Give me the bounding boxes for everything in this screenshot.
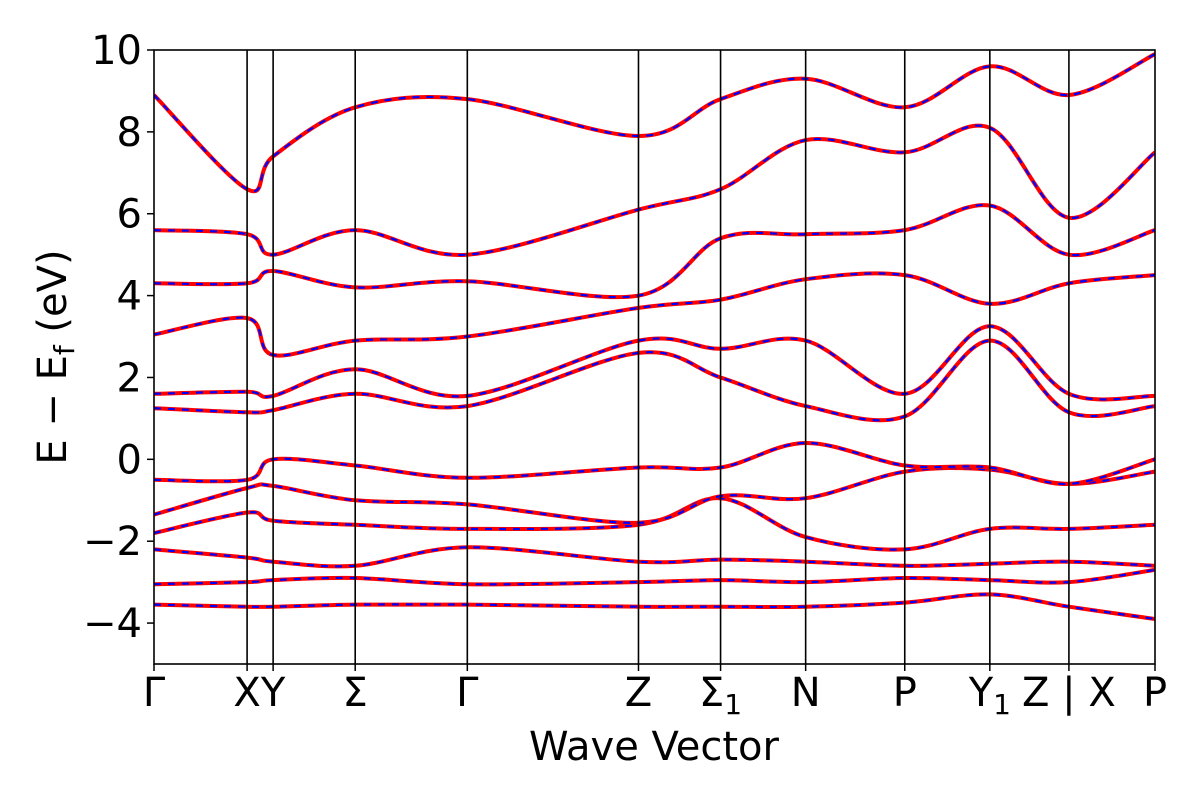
x-tick-label: Z | X bbox=[1022, 670, 1116, 716]
x-tick-label: N bbox=[791, 670, 821, 716]
x-tick-label: Σ1 bbox=[699, 670, 742, 721]
y-tick-label: −2 bbox=[83, 519, 142, 565]
x-tick-label: X bbox=[233, 670, 260, 716]
y-tick-label: 2 bbox=[117, 355, 142, 401]
y-tick-label: 10 bbox=[91, 28, 142, 74]
y-tick-label: 4 bbox=[117, 274, 142, 320]
band-line-blue-dashed bbox=[154, 124, 1155, 257]
y-tick-label: 0 bbox=[117, 437, 142, 483]
x-tick-label: Z bbox=[625, 670, 652, 716]
x-tick-label: Γ bbox=[456, 670, 479, 716]
band-line-blue-dashed bbox=[154, 546, 1155, 568]
x-tick-label: P bbox=[1143, 670, 1167, 716]
y-axis-title-main: E − E bbox=[30, 355, 76, 465]
band-line-blue-dashed bbox=[154, 203, 1155, 299]
band-line-blue-dashed bbox=[154, 325, 1155, 401]
y-tick-label: −4 bbox=[83, 601, 142, 647]
x-tick-label: P bbox=[893, 670, 917, 716]
band-line-blue-dashed bbox=[154, 339, 1155, 422]
x-tick-label: Y1 bbox=[968, 670, 1011, 721]
y-axis-title: E − Ef (eV) bbox=[30, 249, 81, 464]
y-axis-ticks: −4 −2 0 2 4 6 8 10 bbox=[83, 28, 154, 647]
y-axis-title-unit: (eV) bbox=[30, 249, 76, 345]
plot-frame bbox=[153, 49, 1156, 665]
x-tick-label: Y bbox=[260, 670, 286, 716]
x-axis-title: Wave Vector bbox=[529, 724, 780, 770]
x-axis-ticks: Γ X Y Σ Γ Z Σ1 N P Y1 Z | X P bbox=[143, 664, 1167, 721]
high-symmetry-lines-layer bbox=[246, 50, 1070, 664]
y-axis-title-subscript: f bbox=[48, 344, 81, 355]
band-line-blue-dashed bbox=[154, 466, 1155, 524]
y-tick-label: 6 bbox=[117, 192, 142, 238]
x-tick-label: Σ bbox=[343, 670, 368, 716]
x-tick-label: Γ bbox=[143, 670, 166, 716]
y-tick-label: 8 bbox=[117, 110, 142, 156]
